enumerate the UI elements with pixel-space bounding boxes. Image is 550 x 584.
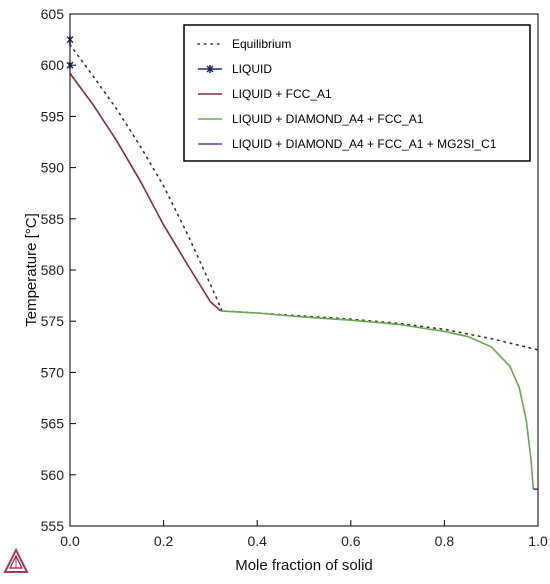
y-tick-label: 600: [41, 57, 65, 73]
x-tick-label: 0.8: [435, 533, 455, 549]
legend-label: LIQUID + DIAMOND_A4 + FCC_A1 + MG2SI_C1: [232, 137, 497, 151]
legend-label: LIQUID + DIAMOND_A4 + FCC_A1: [232, 112, 424, 126]
legend-item: LIQUID + FCC_A1: [198, 87, 332, 101]
legend-swatch-marker: [206, 65, 214, 73]
x-tick-label: 0.0: [60, 533, 80, 549]
y-tick-label: 560: [41, 467, 65, 483]
legend-item: Equilibrium: [197, 37, 291, 51]
y-tick-label: 605: [41, 6, 65, 22]
x-axis-title: Mole fraction of solid: [235, 557, 373, 574]
y-tick-label: 575: [41, 313, 65, 329]
thermo-calc-logo-icon: [3, 547, 29, 573]
x-tick-label: 0.2: [154, 533, 174, 549]
plot-frame: [69, 13, 539, 527]
y-tick-label: 590: [41, 160, 65, 176]
y-tick-label: 580: [41, 262, 65, 278]
y-tick-label: 595: [41, 108, 65, 124]
x-tick-label: 1.0: [528, 533, 548, 549]
legend-label: Equilibrium: [232, 37, 291, 51]
legend: Equilibrium LIQUID LIQUID + FCC_A1 LIQUID +…: [183, 24, 531, 162]
y-tick-label: 555: [41, 518, 65, 534]
y-tick-label: 565: [41, 416, 65, 432]
legend-item: LIQUID + DIAMOND_A4 + FCC_A1 + MG2SI_C1: [198, 137, 497, 151]
y-tick-label: 570: [41, 364, 65, 380]
series-lines: [66, 35, 539, 490]
x-tick-label: 0.6: [341, 533, 361, 549]
tick-labels: 0.0 0.2 0.4 0.6 0.8 1.0 555 560 565 570 575 580 585 5…: [41, 6, 548, 549]
legend-box: [183, 24, 531, 162]
legend-item: LIQUID: [198, 62, 272, 76]
series-3-line: [220, 310, 535, 490]
series-2-line: [69, 72, 222, 312]
x-tick-label: 0.4: [247, 533, 267, 549]
y-tick-label: 585: [41, 211, 65, 227]
legend-label: LIQUID + FCC_A1: [232, 87, 332, 101]
legend-label: LIQUID: [232, 62, 272, 76]
legend-item: LIQUID + DIAMOND_A4 + FCC_A1: [198, 112, 424, 126]
y-axis-title: Temperature [°C]: [23, 213, 40, 327]
